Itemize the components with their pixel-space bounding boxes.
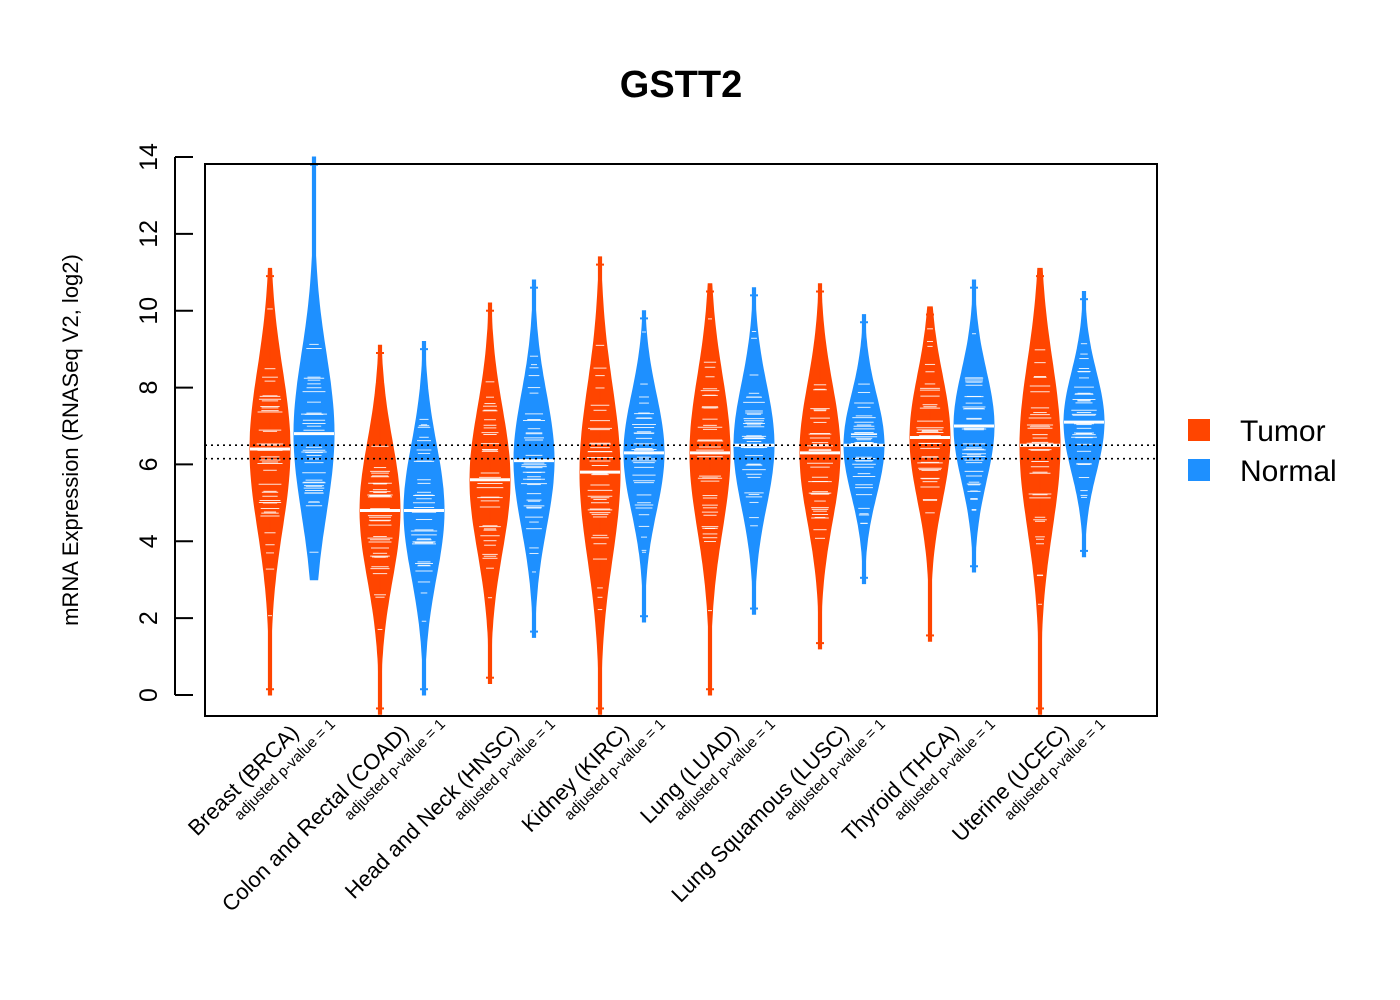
- y-tick-label: 12: [135, 220, 163, 248]
- y-tick-label: 2: [135, 611, 163, 625]
- tumor-violin: [689, 283, 731, 696]
- y-axis-label: mRNA Expression (RNASeq V2, log2): [58, 254, 83, 626]
- normal-violin: [513, 279, 555, 638]
- violins-layer: [249, 156, 1105, 715]
- reference-lines: [205, 444, 1157, 460]
- chart-title: GSTT2: [620, 64, 742, 106]
- tumor-violin: [909, 306, 951, 642]
- legend-swatch-normal: [1188, 459, 1210, 481]
- normal-violin: [403, 341, 445, 696]
- y-tick-label: 14: [135, 143, 163, 171]
- normal-violin: [953, 279, 995, 573]
- tumor-violin: [579, 256, 621, 715]
- y-tick-label: 6: [135, 457, 163, 471]
- tumor-violin: [799, 283, 841, 650]
- legend-label-normal: Normal: [1240, 455, 1337, 488]
- y-axis: 0 2 4 6 8 10 12 14: [135, 143, 193, 702]
- tumor-violin: [469, 302, 511, 684]
- legend: Tumor Normal: [1188, 415, 1337, 488]
- category-label: Lung Squamous (LUSC): [666, 720, 853, 907]
- normal-violin: [293, 156, 335, 581]
- tumor-violin: [1019, 267, 1061, 715]
- normal-violin: [1063, 291, 1105, 558]
- legend-label-tumor: Tumor: [1240, 415, 1326, 448]
- tumor-violin: [359, 344, 401, 715]
- y-tick-label: 0: [135, 688, 163, 702]
- y-tick-label: 10: [135, 297, 163, 325]
- normal-violin: [843, 314, 885, 585]
- y-tick-label: 8: [135, 381, 163, 395]
- y-tick-label: 4: [135, 534, 163, 548]
- tumor-violin: [249, 267, 291, 696]
- plot-frame: [204, 163, 1158, 717]
- legend-swatch-tumor: [1188, 419, 1210, 441]
- normal-violin: [733, 287, 775, 615]
- normal-violin: [623, 310, 665, 623]
